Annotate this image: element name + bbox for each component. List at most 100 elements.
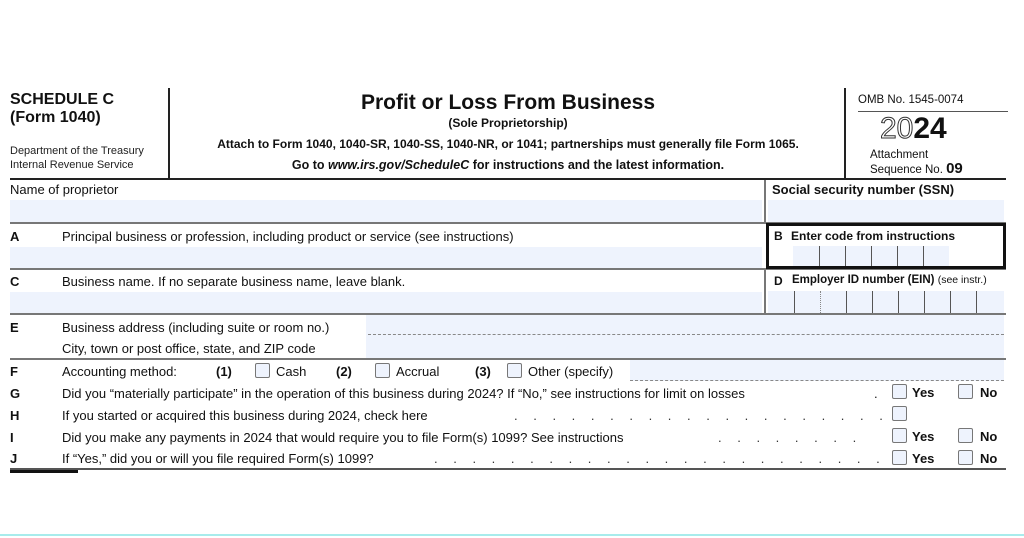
name-input[interactable]: [10, 200, 762, 222]
leader-dots: . . . . . . . . . . . . . . . . . . . .: [514, 408, 884, 423]
line-letter-g: G: [10, 386, 21, 401]
j-no-label: No: [980, 451, 998, 466]
principal-business-input[interactable]: [10, 247, 762, 268]
row-e: E Business address (including suite or r…: [10, 315, 1006, 360]
form-id-block: SCHEDULE C (Form 1040) Department of the…: [10, 88, 170, 180]
comb-cell: [845, 246, 871, 266]
cash-checkbox[interactable]: [255, 363, 270, 378]
option-2-number: (2): [336, 364, 352, 379]
row-i: I Did you make any payments in 2024 that…: [10, 426, 1006, 448]
ssn-input[interactable]: [768, 200, 1004, 222]
agency-block: Department of the Treasury Internal Reve…: [10, 144, 144, 172]
omb-number: OMB No. 1545-0074: [858, 94, 1008, 112]
row-c-d: C Business name. If no separate business…: [10, 270, 1006, 315]
line-letter-b: B: [774, 229, 783, 243]
irs-link[interactable]: www.irs.gov/ScheduleC: [327, 158, 470, 172]
accrual-label: Accrual: [396, 364, 440, 379]
ein-input[interactable]: [768, 291, 1004, 313]
option-3-number: (3): [475, 364, 491, 379]
i-yes-label: Yes: [912, 429, 935, 444]
tax-year: 2024: [879, 112, 947, 145]
i-no-checkbox[interactable]: [958, 428, 973, 443]
page-edge-line: [0, 534, 1024, 536]
payments-1099-label: Did you make any payments in 2024 that w…: [62, 430, 624, 445]
business-code-label: Enter code from instructions: [791, 229, 956, 243]
comb-cell: [768, 291, 794, 313]
line-letter-a: A: [10, 229, 20, 244]
row-j: J If “Yes,” did you or will you file req…: [10, 448, 1006, 470]
business-address-input[interactable]: [368, 334, 1004, 335]
line-letter-c: C: [10, 274, 20, 289]
year-outline: 20: [879, 112, 914, 145]
cash-label: Cash: [276, 364, 307, 379]
option-1-number: (1): [216, 364, 232, 379]
i-yes-checkbox[interactable]: [892, 428, 907, 443]
comb-cell: [872, 291, 898, 313]
goto-prefix: Go to: [291, 158, 328, 172]
schedule-title: SCHEDULE C (Form 1040): [10, 91, 114, 127]
j-no-checkbox[interactable]: [958, 450, 973, 465]
year-bold: 24: [913, 112, 947, 145]
line-letter-i: I: [10, 430, 14, 445]
ein-note: (see instr.): [937, 274, 987, 286]
city-state-zip-input[interactable]: [368, 339, 1004, 357]
omb-block: OMB No. 1545-0074 2024 Attachment Sequen…: [844, 88, 1008, 180]
j-yes-checkbox[interactable]: [892, 450, 907, 465]
business-name-label: Business name. If no separate business n…: [62, 274, 406, 289]
accrual-checkbox[interactable]: [375, 363, 390, 378]
comb-cell: [846, 291, 872, 313]
row-f: F Accounting method: (1) Cash (2) Accrua…: [10, 360, 1006, 382]
comb-cell: [819, 246, 845, 266]
row-a-b: A Principal business or profession, incl…: [10, 223, 1006, 270]
title-block: Profit or Loss From Business (Sole Propr…: [172, 88, 844, 180]
line-letter-h: H: [10, 408, 20, 423]
comb-cell: [871, 246, 897, 266]
comb-cell: [793, 246, 819, 266]
dept-line: Department of the Treasury: [10, 145, 144, 157]
g-no-checkbox[interactable]: [958, 384, 973, 399]
i-no-label: No: [980, 429, 998, 444]
goto-instruction: Go to www.irs.gov/ScheduleC for instruct…: [172, 158, 844, 172]
divider: [764, 270, 766, 315]
comb-cell: [976, 291, 1002, 313]
sequence-number: 09: [946, 160, 963, 177]
comb-cell: [820, 291, 846, 313]
comb-cell: [898, 291, 924, 313]
attach-instruction: Attach to Form 1040, 1040-SR, 1040-SS, 1…: [217, 137, 799, 151]
business-name-input[interactable]: [10, 292, 762, 313]
bottom-rule: [10, 470, 78, 473]
g-yes-label: Yes: [912, 385, 935, 400]
form-label: (Form 1040): [10, 109, 101, 126]
h-checkbox[interactable]: [892, 406, 907, 421]
leader-dot: .: [874, 386, 878, 401]
comb-cell: [950, 291, 976, 313]
irs-line: Internal Revenue Service: [10, 159, 134, 171]
g-no-label: No: [980, 385, 998, 400]
other-label: Other (specify): [528, 364, 614, 379]
other-specify-input[interactable]: [630, 360, 1004, 381]
ein-label-text: Employer ID number (EIN): [792, 274, 935, 286]
city-state-zip-label: City, town or post office, state, and ZI…: [62, 341, 316, 356]
sequence-label: Sequence No.: [870, 164, 943, 176]
comb-cell: [897, 246, 923, 266]
leader-dots: . . . . . . . . . . . . . . . . . . . . …: [434, 451, 884, 466]
attachment-label: Attachment: [870, 149, 929, 161]
comb-cell: [794, 291, 820, 313]
line-letter-e: E: [10, 320, 19, 335]
comb-cell: [923, 246, 949, 266]
g-yes-checkbox[interactable]: [892, 384, 907, 399]
j-yes-label: Yes: [912, 451, 935, 466]
business-code-box: B Enter code from instructions: [766, 223, 1006, 269]
schedule-c-form: SCHEDULE C (Form 1040) Department of the…: [10, 88, 1008, 473]
ein-label: Employer ID number (EIN) (see instr.): [792, 274, 987, 286]
other-checkbox[interactable]: [507, 363, 522, 378]
business-code-input[interactable]: [793, 246, 949, 266]
row-g: G Did you “materially participate” in th…: [10, 382, 1006, 404]
page-title: Profit or Loss From Business: [360, 91, 656, 114]
row-h: H If you started or acquired this busine…: [10, 404, 1006, 426]
name-ssn-row: Name of proprietor Social security numbe…: [10, 180, 1006, 224]
principal-business-label: Principal business or profession, includ…: [62, 229, 514, 244]
ssn-label: Social security number (SSN): [772, 182, 955, 197]
form-header: SCHEDULE C (Form 1040) Department of the…: [10, 88, 1008, 180]
goto-suffix: for instructions and the latest informat…: [469, 158, 725, 172]
